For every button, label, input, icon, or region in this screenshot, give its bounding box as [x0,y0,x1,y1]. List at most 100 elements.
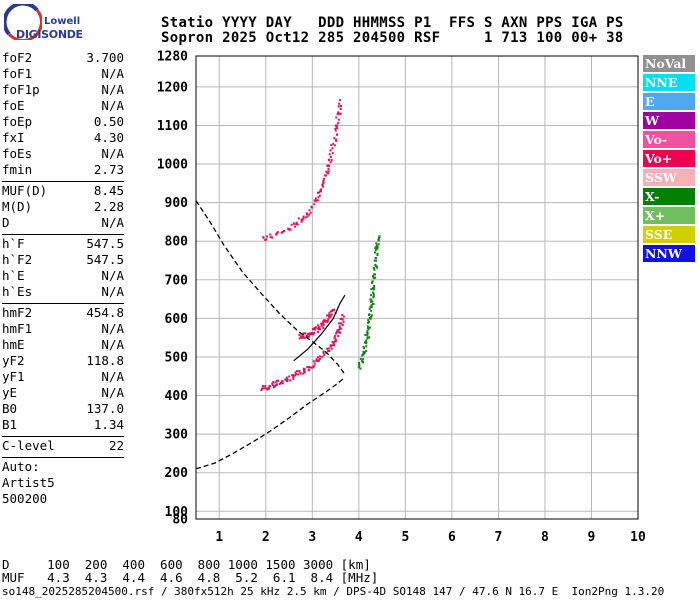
x-tick-label: 4 [355,530,363,545]
echo-point [374,251,377,254]
echo-point [323,320,326,323]
echo-point [303,336,306,339]
echo-point [370,306,373,309]
echo-point [313,326,316,329]
echo-point [298,333,301,336]
legend-item: NNE [643,74,695,91]
echo-point [305,334,308,337]
echo-point [316,331,319,334]
echo-point [363,351,366,354]
legend-item: NoVal [643,55,695,72]
echo-point [265,235,268,238]
param-value: N/A [101,66,124,81]
echo-point [322,326,325,329]
profile-curve-lower [195,376,346,470]
echo-point [307,335,310,338]
echo-point [275,379,278,382]
x-tick-label: 8 [541,530,549,545]
echo-point [330,344,333,347]
echo-point [288,375,291,378]
echo-point [332,142,335,145]
echo-point [365,341,368,344]
param-value: 1.34 [93,417,124,432]
echo-point [366,330,369,333]
echo-point [331,309,334,312]
param-row: B1 1.34 [2,417,124,433]
x-tick-label: 1 [215,530,223,545]
param-value: N/A [101,284,124,299]
echo-point [358,361,361,364]
echo-point [330,313,333,316]
echo-point [368,320,371,323]
echo-point [262,236,265,239]
echo-point [302,372,305,375]
echo-point [289,379,292,382]
echo-point [339,112,342,115]
echo-point [372,276,375,279]
echo-point [331,147,334,150]
echo-point [366,331,369,334]
param-label: foEp [2,114,33,129]
echo-point [341,317,344,320]
echo-point [336,133,339,136]
echo-point [333,336,336,339]
echo-point [277,379,280,382]
echo-point [308,366,311,369]
echo-point [331,152,334,155]
echo-point [368,336,371,339]
profile-curve-upper [195,200,346,375]
echo-point [322,319,325,322]
echo-point [322,179,325,182]
echo-point [330,158,333,161]
echo-point [375,259,378,262]
echo-point [292,375,295,378]
echo-point [266,387,269,390]
param-row: foEp 0.50 [2,114,124,130]
echo-point [337,118,340,121]
echo-point [333,137,336,140]
param-label: B0 [2,401,18,416]
echo-point [337,111,340,114]
echo-point [371,281,374,284]
echo-point [321,355,324,358]
plot-grid [196,56,639,519]
y-tick-label: 80 [172,513,188,528]
echo-point [327,164,330,167]
param-label: M(D) [2,199,33,214]
param-label: h`F2 [2,252,33,267]
param-label: yF1 [2,369,25,384]
echo-point [372,293,375,296]
echo-point [301,336,304,339]
echo-point [366,333,369,336]
echo-point [337,331,340,334]
echo-point [373,286,376,289]
echo-point [271,236,274,239]
echo-point [342,315,345,318]
echo-point [296,370,299,373]
param-value: N/A [101,385,124,400]
echo-point [375,257,378,260]
echo-point [338,322,341,325]
echo-point [371,291,374,294]
echo-point [281,380,284,383]
echo-point [261,387,264,390]
param-value: 547.5 [86,252,124,267]
echo-point [304,216,307,219]
echo-point [300,220,303,223]
echo-point [341,313,344,316]
param-label: hmE [2,337,25,352]
echo-point [281,382,284,385]
echo-point [366,337,369,340]
param-label: foF2 [2,50,33,65]
echo-point [297,373,300,376]
echo-point [367,328,370,331]
echo-point [271,382,274,385]
echo-point [326,171,329,174]
echo-point [295,223,298,226]
header-field-values: Sopron 2025 Oct12 285 204500 RSF 1 713 1… [161,30,624,46]
echo-point [284,378,287,381]
echo-point [370,294,373,297]
param-value: 2.73 [93,162,124,177]
echo-point [324,174,327,177]
